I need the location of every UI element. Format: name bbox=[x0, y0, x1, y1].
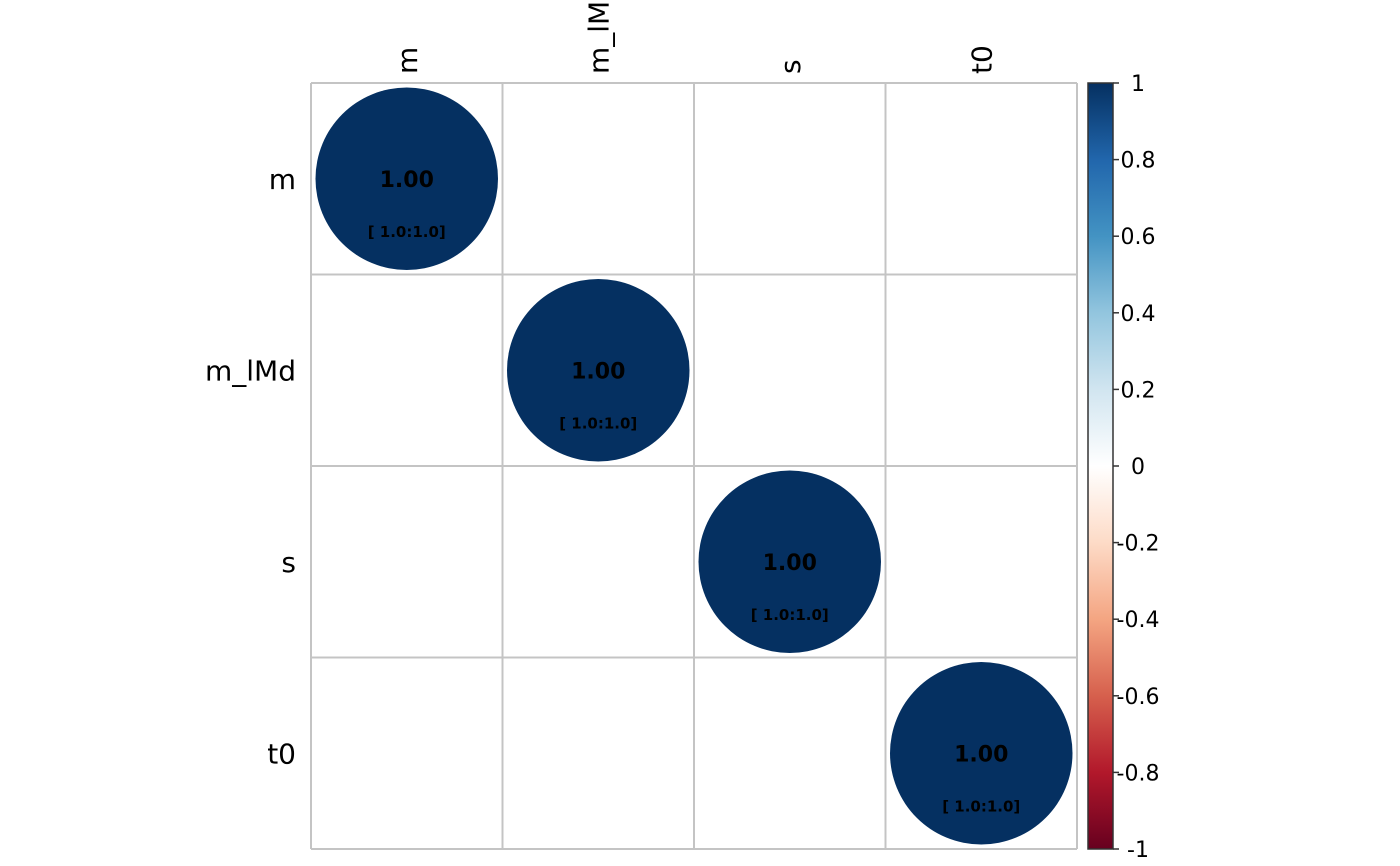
colorbar-tick-label: 0.2 bbox=[1121, 378, 1156, 403]
colorbar-gradient bbox=[1087, 82, 1114, 850]
colorbar-tick-label: 0.6 bbox=[1121, 225, 1156, 250]
colorbar-tick-label: 0.4 bbox=[1121, 302, 1156, 327]
correlation-value-label: 1.00 bbox=[954, 742, 1008, 767]
colorbar-tick-label: -0.2 bbox=[1117, 532, 1160, 557]
row-label-m: m bbox=[269, 163, 296, 196]
column-label-m_lMd: m_lMd bbox=[582, 0, 615, 74]
colorbar-tick-label: 1 bbox=[1131, 72, 1145, 97]
correlation-circle-s-s bbox=[698, 470, 881, 653]
column-label-m: m bbox=[391, 47, 424, 74]
column-label-s: s bbox=[774, 59, 807, 74]
correlation-value-label: 1.00 bbox=[380, 168, 434, 193]
correlation-circle-m-m bbox=[315, 87, 498, 270]
correlation-marks: 1.00 [ 1.0:1.0] 1.00 [ 1.0:1.0] 1.00 [ 1.0:1.… bbox=[315, 87, 1073, 845]
correlation-value-label: 1.00 bbox=[763, 551, 817, 576]
confidence-interval-label: [ 1.0:1.0] bbox=[368, 223, 446, 241]
correlation-value-label: 1.00 bbox=[571, 359, 625, 384]
colorbar-tick-label: 0.8 bbox=[1121, 149, 1156, 174]
colorbar-tick-label: 0 bbox=[1131, 455, 1145, 480]
column-label-t0: t0 bbox=[965, 45, 998, 74]
confidence-interval-label: [ 1.0:1.0] bbox=[559, 414, 637, 432]
confidence-interval-label: [ 1.0:1.0] bbox=[751, 606, 829, 624]
colorbar-tick-label: -0.6 bbox=[1117, 685, 1160, 710]
correlation-circle-t0-t0 bbox=[890, 662, 1073, 845]
row-label-t0: t0 bbox=[267, 737, 296, 770]
colorbar: 1 0.8 0.6 0.4 0.2 0 -0.2 -0.4 -0.6 -0.8 -1 bbox=[1087, 72, 1160, 863]
row-label-m_lMd: m_lMd bbox=[205, 354, 296, 387]
colorbar-tick-label: -0.4 bbox=[1117, 608, 1160, 633]
correlation-circle-m_lMd-m_lMd bbox=[507, 279, 690, 462]
row-label-s: s bbox=[281, 546, 296, 579]
colorbar-tick-label: -0.8 bbox=[1117, 761, 1160, 786]
colorbar-tick-label: -1 bbox=[1127, 838, 1149, 863]
confidence-interval-label: [ 1.0:1.0] bbox=[942, 797, 1020, 815]
